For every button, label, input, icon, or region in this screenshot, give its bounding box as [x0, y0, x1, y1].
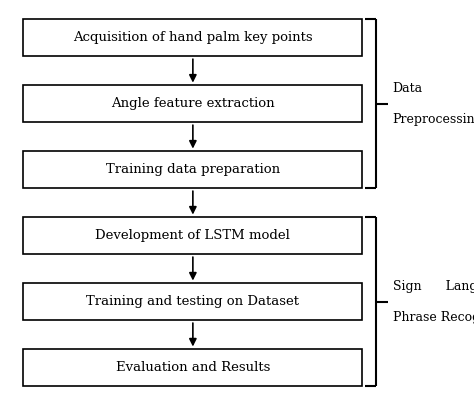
- FancyBboxPatch shape: [23, 19, 363, 56]
- Text: Training data preparation: Training data preparation: [106, 164, 280, 176]
- Text: Preprocessing: Preprocessing: [392, 113, 474, 126]
- FancyBboxPatch shape: [23, 217, 363, 254]
- Text: Evaluation and Results: Evaluation and Results: [116, 361, 270, 374]
- Text: Training and testing on Dataset: Training and testing on Dataset: [86, 295, 300, 308]
- FancyBboxPatch shape: [23, 284, 363, 320]
- Text: Acquisition of hand palm key points: Acquisition of hand palm key points: [73, 31, 313, 44]
- FancyBboxPatch shape: [23, 151, 363, 188]
- Text: Sign      Language: Sign Language: [392, 280, 474, 293]
- Text: Data: Data: [392, 82, 423, 95]
- Text: Development of LSTM model: Development of LSTM model: [95, 229, 290, 242]
- Text: Phrase Recognition: Phrase Recognition: [392, 311, 474, 324]
- Text: Angle feature extraction: Angle feature extraction: [111, 97, 275, 110]
- FancyBboxPatch shape: [23, 349, 363, 386]
- FancyBboxPatch shape: [23, 86, 363, 122]
